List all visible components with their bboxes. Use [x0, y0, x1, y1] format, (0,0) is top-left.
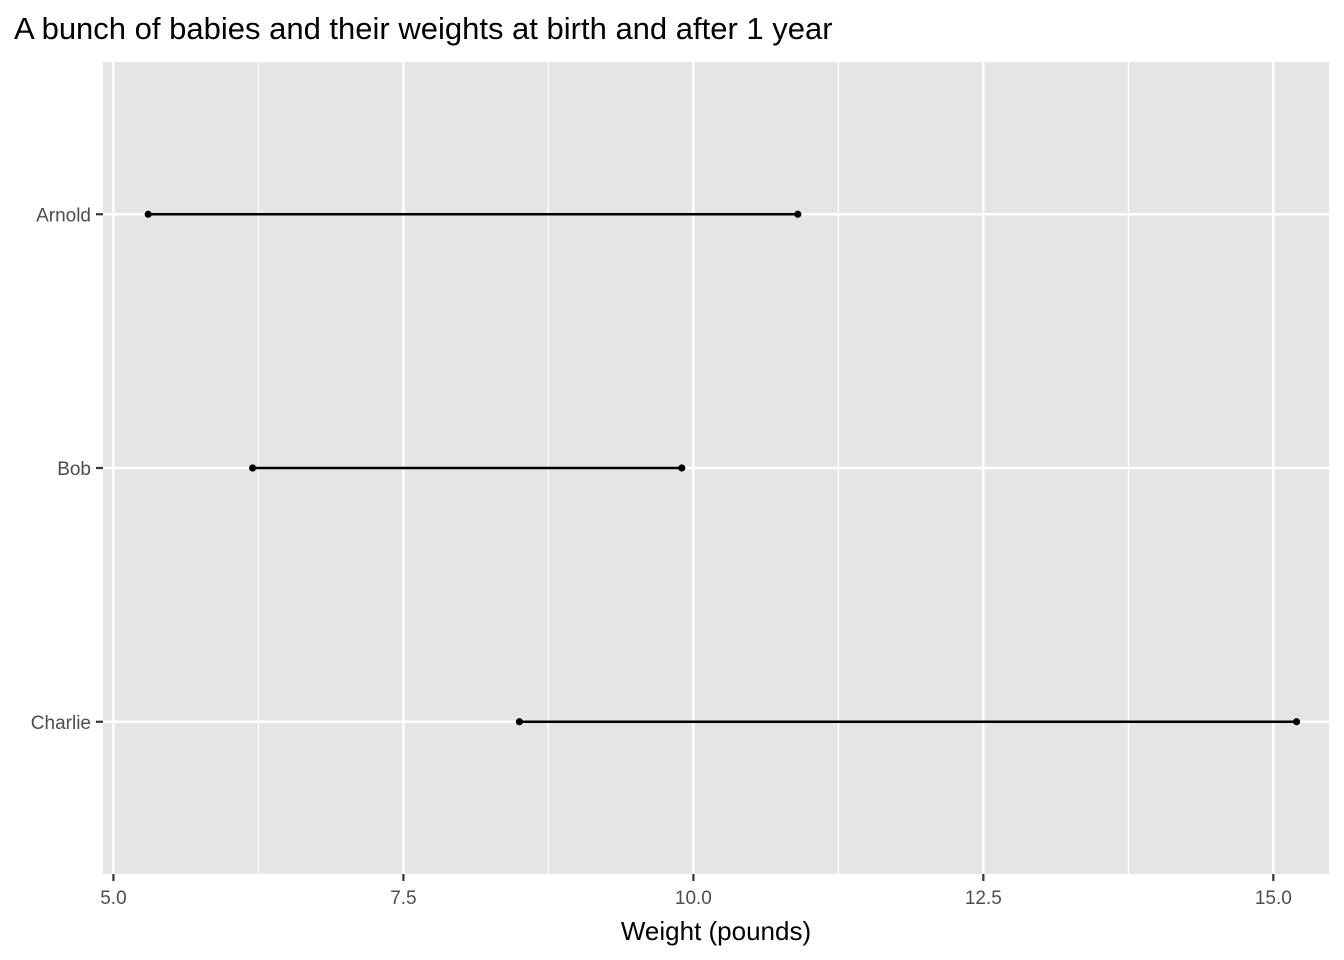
x-axis: 5.0 7.5 10.0 12.5 15.0	[100, 874, 1292, 909]
x-axis-title: Weight (pounds)	[621, 916, 811, 946]
end-point	[1292, 718, 1301, 726]
x-tick-label: 10.0	[675, 888, 712, 909]
y-tick-label: Arnold	[36, 205, 91, 226]
start-point	[249, 464, 257, 472]
x-tick-label: 12.5	[965, 888, 1002, 909]
x-tick-label: 5.0	[100, 888, 126, 909]
start-point	[515, 718, 523, 726]
data-marks	[144, 210, 1301, 726]
y-tick-label: Bob	[57, 459, 91, 480]
x-tick-label: 15.0	[1255, 888, 1292, 909]
x-tick-label: 7.5	[390, 888, 416, 909]
end-point	[794, 210, 802, 218]
y-tick-label: Charlie	[31, 713, 91, 734]
end-point	[678, 464, 686, 472]
y-axis: Arnold Bob Charlie	[31, 205, 103, 734]
start-point	[144, 210, 152, 218]
chart-title: A bunch of babies and their weights at b…	[14, 11, 833, 46]
